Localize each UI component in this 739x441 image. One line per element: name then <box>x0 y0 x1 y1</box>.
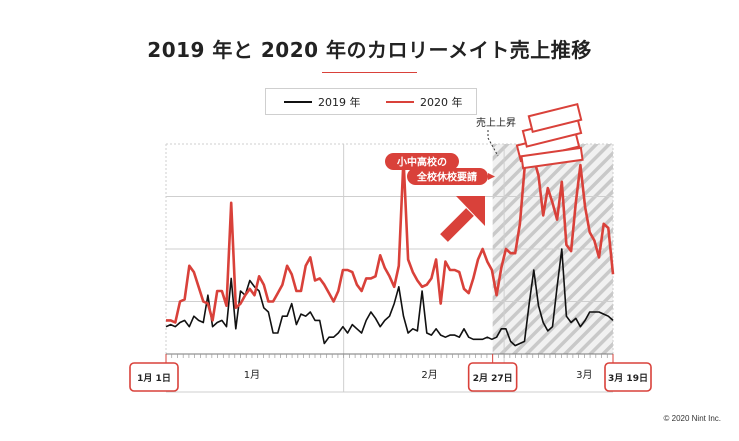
annotation-text-line2: 全校休校要請 <box>416 171 477 184</box>
annotation-pill-line1 <box>385 153 459 170</box>
legend-swatch-2020 <box>386 100 414 103</box>
copyright-text: © 2020 Nint Inc. <box>663 414 721 423</box>
chart-title: 2019 年と 2020 年のカロリーメイト売上推移 <box>147 38 592 62</box>
title-underline <box>322 72 417 73</box>
product-box-illustration <box>527 102 583 134</box>
series-line-2019 <box>165 248 614 347</box>
series-line-2020 <box>166 146 615 324</box>
date-callout-box <box>604 362 652 392</box>
legend-label-2020: 2020 年 <box>420 95 463 109</box>
product-box-illustration <box>520 146 584 170</box>
month-label: 3月 <box>576 369 592 381</box>
date-callout-label: 1月 1日 <box>137 373 171 384</box>
date-callout-box <box>129 362 179 392</box>
date-callout-label: 2月 27日 <box>473 373 513 384</box>
annotation-text-line1: 小中高校の <box>396 156 447 169</box>
legend-label-2019: 2019 年 <box>318 95 361 109</box>
sales-rise-leader <box>487 130 499 157</box>
sales-rise-label: 売上上昇 <box>476 116 516 129</box>
month-label: 1月 <box>244 369 260 381</box>
legend-swatch-2019 <box>284 100 312 103</box>
annotation-pointer <box>488 173 495 180</box>
legend: 2019 年 2020 年 <box>265 88 477 115</box>
date-callout-box <box>467 362 518 392</box>
rising-arrow-head <box>456 196 485 226</box>
legend-item-2020: 2020 年 <box>386 89 463 114</box>
date-callout-label: 3月 19日 <box>608 373 648 384</box>
legend-item-2019: 2019 年 <box>284 89 361 114</box>
annotation-pill-line2 <box>407 168 488 185</box>
rising-arrow-shaft <box>440 208 474 242</box>
month-label: 2月 <box>421 369 437 381</box>
